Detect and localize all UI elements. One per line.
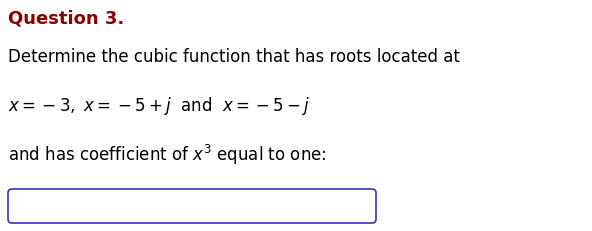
Text: and has coefficient of $x^3$ equal to one:: and has coefficient of $x^3$ equal to on…	[8, 142, 327, 166]
Text: Question 3.: Question 3.	[8, 10, 124, 28]
Text: $x = -3,\ x = -5 + j$  and  $x = -5 - j$: $x = -3,\ x = -5 + j$ and $x = -5 - j$	[8, 94, 311, 116]
Text: Determine the cubic function that has roots located at: Determine the cubic function that has ro…	[8, 48, 460, 66]
FancyBboxPatch shape	[8, 189, 376, 223]
